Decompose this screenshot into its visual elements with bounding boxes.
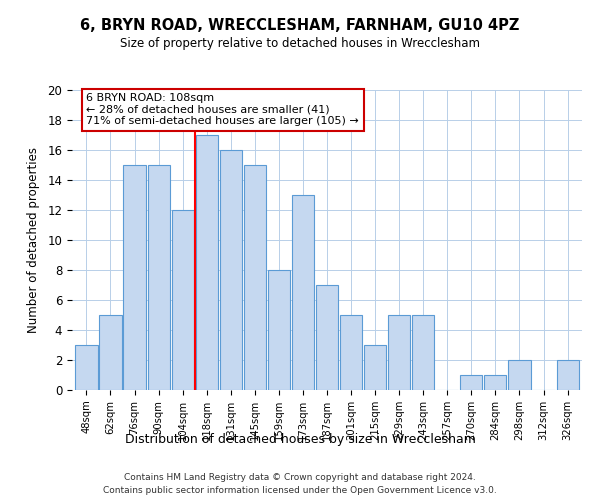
Bar — [364, 345, 386, 390]
Bar — [508, 360, 530, 390]
Text: Contains HM Land Registry data © Crown copyright and database right 2024.
Contai: Contains HM Land Registry data © Crown c… — [103, 472, 497, 494]
Bar — [172, 210, 194, 390]
Bar — [100, 315, 122, 390]
Y-axis label: Number of detached properties: Number of detached properties — [28, 147, 40, 333]
Bar — [244, 165, 266, 390]
Bar — [292, 195, 314, 390]
Text: Size of property relative to detached houses in Wrecclesham: Size of property relative to detached ho… — [120, 38, 480, 51]
Bar — [388, 315, 410, 390]
Bar — [196, 135, 218, 390]
Bar — [316, 285, 338, 390]
Text: 6 BRYN ROAD: 108sqm
← 28% of detached houses are smaller (41)
71% of semi-detach: 6 BRYN ROAD: 108sqm ← 28% of detached ho… — [86, 93, 359, 126]
Bar — [340, 315, 362, 390]
Bar — [484, 375, 506, 390]
Text: Distribution of detached houses by size in Wrecclesham: Distribution of detached houses by size … — [125, 432, 475, 446]
Bar — [557, 360, 578, 390]
Bar — [460, 375, 482, 390]
Bar — [76, 345, 98, 390]
Bar — [124, 165, 146, 390]
Text: 6, BRYN ROAD, WRECCLESHAM, FARNHAM, GU10 4PZ: 6, BRYN ROAD, WRECCLESHAM, FARNHAM, GU10… — [80, 18, 520, 32]
Bar — [268, 270, 290, 390]
Bar — [148, 165, 170, 390]
Bar — [412, 315, 434, 390]
Bar — [220, 150, 242, 390]
